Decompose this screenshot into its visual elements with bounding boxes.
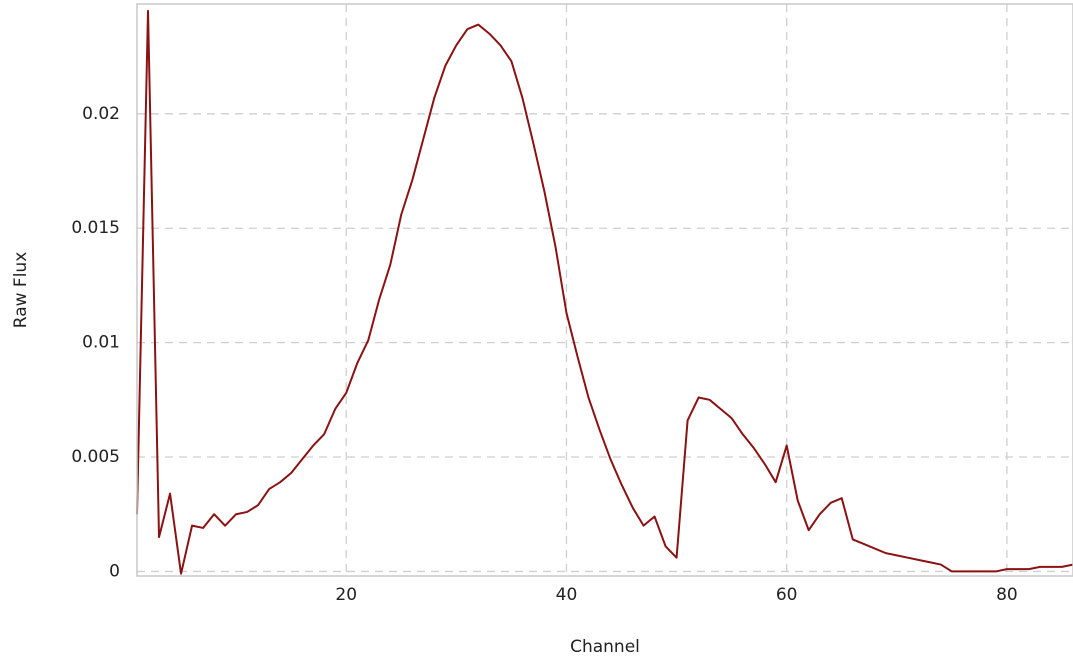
x-axis-title: Channel xyxy=(570,637,640,657)
y-axis-title: Raw Flux xyxy=(11,252,31,329)
grid xyxy=(137,4,1073,576)
y-tick-label: 0.01 xyxy=(82,333,120,353)
y-tick-label: 0.015 xyxy=(71,218,120,238)
y-tick-label: 0.005 xyxy=(71,447,120,467)
x-tick-label: 60 xyxy=(776,585,798,605)
y-tick-label: 0.02 xyxy=(82,104,120,124)
x-tick-label: 20 xyxy=(335,585,357,605)
x-tick-label: 40 xyxy=(556,585,578,605)
series-line xyxy=(136,9,1073,575)
y-tick-label: 0 xyxy=(109,561,120,581)
x-tick-label: 80 xyxy=(996,585,1018,605)
tick-labels: 20 40 60 80 0 0.005 0.01 0.015 0.02 xyxy=(71,104,1017,605)
plot-frame xyxy=(136,3,1073,577)
